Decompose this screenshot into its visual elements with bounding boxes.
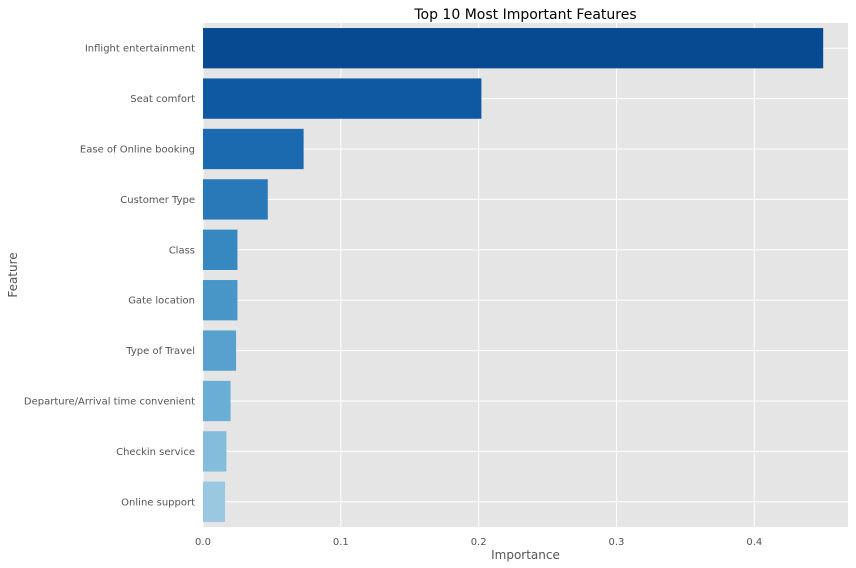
y-tick-label: Customer Type (120, 195, 195, 206)
x-axis-label: Importance (491, 548, 560, 562)
y-tick-label: Type of Travel (125, 346, 195, 357)
y-tick-label: Online support (121, 497, 195, 508)
bar (203, 229, 238, 270)
x-tick-label: 0.2 (471, 537, 487, 548)
bar (203, 78, 482, 119)
bar (203, 28, 824, 69)
y-tick-label: Checkin service (116, 447, 195, 458)
chart-title: Top 10 Most Important Features (413, 7, 636, 23)
bar (203, 128, 304, 170)
y-tick-label: Departure/Arrival time convenient (24, 397, 195, 408)
bar (203, 330, 237, 371)
y-tick-label: Inflight entertainment (85, 44, 195, 55)
bar (203, 280, 238, 321)
y-tick-label: Gate location (128, 296, 195, 307)
y-tick-label: Class (169, 245, 195, 256)
x-tick-label: 0.1 (333, 537, 349, 548)
x-tick-labels: 0.0 0.1 0.2 0.3 0.4 (195, 537, 762, 548)
y-tick-label: Ease of Online booking (80, 145, 195, 156)
y-tick-label: Seat comfort (130, 94, 195, 105)
bars (203, 28, 824, 522)
y-tick-labels: Inflight entertainment Seat comfort Ease o… (24, 44, 195, 509)
bar (203, 431, 227, 472)
bar (203, 481, 226, 522)
x-tick-label: 0.3 (609, 537, 625, 548)
x-tick-label: 0.4 (746, 537, 762, 548)
x-tick-label: 0.0 (195, 537, 211, 548)
y-axis-label: Feature (6, 252, 20, 297)
bar (203, 179, 268, 220)
bar (203, 380, 231, 422)
